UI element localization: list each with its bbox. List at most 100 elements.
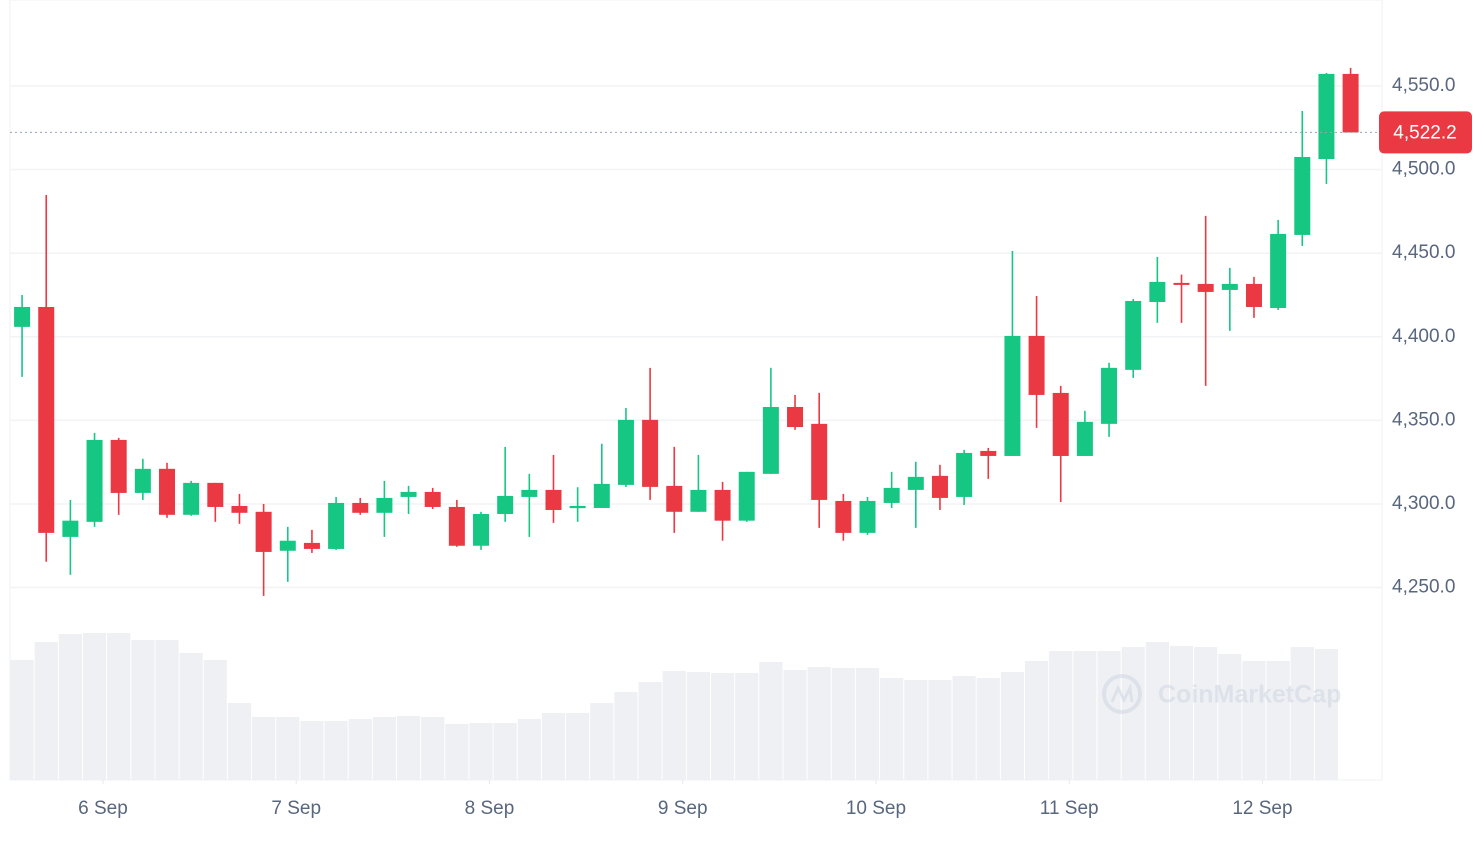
volume-bar <box>445 724 469 780</box>
volume-bar <box>566 713 590 780</box>
volume-bar <box>155 640 179 780</box>
watermark: CoinMarketCap <box>1102 674 1341 714</box>
volume-bar <box>348 719 372 780</box>
volume-bar <box>807 667 831 780</box>
volume-bar <box>686 672 710 780</box>
candle-body <box>617 419 634 485</box>
candle-body <box>38 306 55 533</box>
x-tick-label: 8 Sep <box>465 798 515 819</box>
candle-body <box>1173 282 1190 285</box>
x-tick-label: 9 Sep <box>658 798 708 819</box>
volume-bar <box>1121 647 1145 780</box>
x-tick-label: 12 Sep <box>1232 798 1292 819</box>
watermark-text: CoinMarketCap <box>1158 681 1341 709</box>
volume-bar <box>58 634 82 780</box>
candle-body <box>231 505 248 513</box>
volume-bar <box>710 673 735 780</box>
candle-body <box>14 306 31 327</box>
volume-bar <box>783 670 807 780</box>
candle-body <box>86 439 103 522</box>
volume-bar <box>638 682 662 780</box>
candle-body <box>303 542 320 549</box>
volume-bar <box>300 721 324 780</box>
volume-bar <box>1290 647 1314 780</box>
candle-body <box>279 540 296 551</box>
candle-body <box>448 506 465 546</box>
candle-body <box>714 489 731 521</box>
candle-body <box>1270 233 1287 308</box>
candle-body <box>738 471 755 521</box>
candle-body <box>1294 157 1311 235</box>
candle-body <box>424 491 441 507</box>
volume-bar <box>203 660 227 780</box>
volume-bar <box>880 678 904 780</box>
last-price-label: 4,522.2 <box>1393 122 1456 143</box>
volume-bar <box>252 717 276 780</box>
volume-bar <box>590 703 614 780</box>
volume-bar <box>1025 661 1049 780</box>
y-tick-label: 4,500.0 <box>1392 159 1455 180</box>
x-tick-label: 11 Sep <box>1040 798 1099 819</box>
candle-body <box>255 511 272 552</box>
y-tick-label: 4,550.0 <box>1392 75 1455 96</box>
volume-bar <box>396 716 421 780</box>
candle-body <box>400 491 417 497</box>
volume-bar <box>1314 649 1339 780</box>
candle-body <box>328 502 345 549</box>
candle-body <box>1004 335 1021 456</box>
volume-bar <box>541 713 566 780</box>
candle-body <box>1245 283 1262 307</box>
x-tick-label: 7 Sep <box>271 798 321 819</box>
volume-bar <box>469 723 493 780</box>
candle-body <box>1318 73 1335 160</box>
candle-body <box>207 482 224 507</box>
volume-bar <box>372 717 396 780</box>
volume-bar <box>324 721 348 780</box>
volume-bar <box>1266 661 1290 780</box>
candle-body <box>473 513 490 546</box>
candle-body <box>883 487 900 503</box>
volume-bar <box>107 633 131 780</box>
volume-bar <box>10 660 34 780</box>
y-tick-label: 4,400.0 <box>1392 326 1455 347</box>
volume-bar <box>976 678 1000 780</box>
volume-bar <box>662 671 686 780</box>
candle-body <box>956 452 973 497</box>
y-tick-label: 4,300.0 <box>1392 493 1455 514</box>
candle-body <box>1076 421 1093 456</box>
volume-bar <box>735 673 759 780</box>
candle-body <box>1221 283 1238 290</box>
candle-body <box>787 406 804 428</box>
candle-body <box>907 476 924 490</box>
candle-body <box>1101 367 1118 424</box>
volume-bar <box>1194 647 1218 780</box>
candle-body <box>1028 335 1045 395</box>
candle-body <box>666 485 683 512</box>
volume-bar <box>1145 642 1169 780</box>
volume-bar <box>831 668 855 780</box>
volume-bar <box>614 692 638 780</box>
candle-body <box>811 423 828 500</box>
volume-bar <box>1242 661 1266 780</box>
candle-body <box>593 483 610 508</box>
candle-body <box>159 468 176 515</box>
candle-body <box>569 505 586 509</box>
candle-body <box>62 520 79 537</box>
candle-body <box>1052 392 1069 456</box>
candle-body <box>1342 73 1359 133</box>
candle-body <box>642 419 659 487</box>
candle-body <box>376 497 393 513</box>
volume-bar <box>34 642 58 780</box>
volume-bar <box>227 703 252 780</box>
volume-bar <box>855 668 880 780</box>
candle-body <box>183 482 200 515</box>
volume-bar <box>493 723 517 780</box>
candle-body <box>545 489 562 510</box>
x-tick-label: 6 Sep <box>78 798 128 819</box>
candle-body <box>352 502 369 513</box>
candle-body <box>1197 283 1214 292</box>
candle-body <box>980 450 997 456</box>
volume-bar <box>928 680 952 780</box>
volume-bar <box>82 633 107 780</box>
